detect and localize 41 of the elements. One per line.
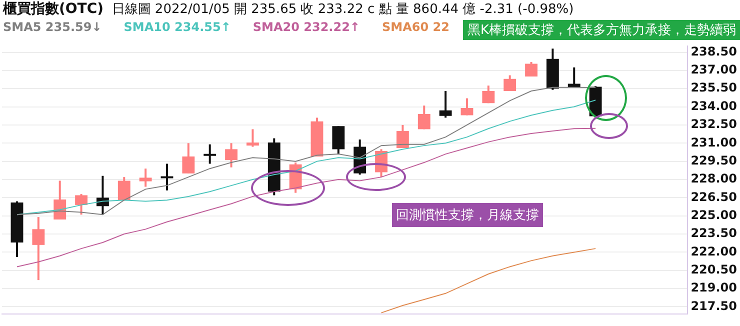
y-tick-label: 238.50 <box>690 44 738 58</box>
y-tick-label: 217.50 <box>690 298 738 313</box>
candlestick <box>225 142 238 168</box>
candlestick <box>204 143 216 165</box>
y-tick-label: 234.00 <box>690 98 738 113</box>
y-tick-label: 226.50 <box>690 190 738 204</box>
candlestick <box>332 125 345 156</box>
text: SMA10 234.55↑ <box>124 20 231 34</box>
candlestick <box>482 84 495 104</box>
candlestick <box>139 168 152 188</box>
candlestick <box>118 176 130 202</box>
candlestick <box>246 128 259 148</box>
candlestick <box>160 162 174 192</box>
candlestick <box>75 193 88 216</box>
text: SMA60 22 <box>382 20 450 34</box>
candlestick <box>525 60 538 78</box>
y-tick-label: 222.00 <box>690 244 738 258</box>
y-tick-label: 228.00 <box>690 172 738 186</box>
candlestick <box>439 90 452 119</box>
chart-subtitle: 日線圖 2022/01/05 開 235.65 收 233.22 c 點 量 860.44 億 -2.31 (-0.98%) <box>112 2 574 17</box>
text: 黑K棒摜破支撐，代表多方無力承接，走勢續弱 <box>463 20 740 40</box>
candlestick <box>54 180 66 220</box>
annotation: 回測慣性支撐，月線支撐 <box>392 203 543 227</box>
candlestick <box>460 97 474 116</box>
text: SMA20 232.22↑ <box>252 20 360 34</box>
chart-title: 櫃買指數(OTC) <box>3 1 104 17</box>
candlestick <box>32 216 45 282</box>
y-tick-label: 235.50 <box>690 80 738 95</box>
candlestick <box>182 142 195 174</box>
y-tick-label: 237.00 <box>690 62 738 77</box>
candlestick <box>396 124 409 149</box>
y-tick-label: 229.50 <box>690 153 738 168</box>
y-tick-label: 223.50 <box>690 226 738 240</box>
y-tick-label: 225.00 <box>690 208 738 222</box>
candlestick <box>504 74 516 92</box>
y-tick-label: 219.00 <box>690 280 738 295</box>
y-tick-label: 220.50 <box>690 262 738 276</box>
y-tick-label: 232.50 <box>690 117 738 132</box>
y-tick-label: 231.00 <box>690 135 738 150</box>
text: SMA5 235.59↓ <box>3 20 102 34</box>
candlestick <box>418 104 430 130</box>
